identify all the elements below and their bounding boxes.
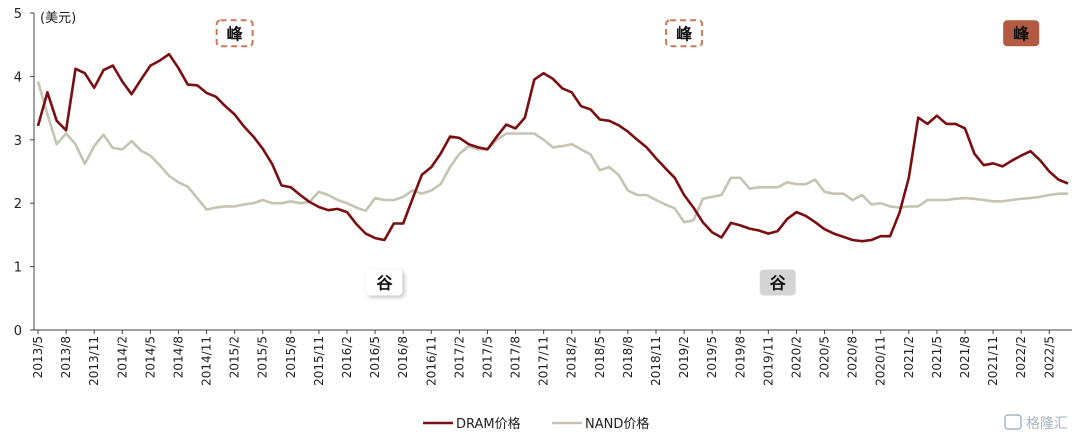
x-tick-label: 2017/2 (452, 336, 466, 378)
svg-text:格隆汇: 格隆汇 (1026, 416, 1068, 432)
x-tick-label: 2014/11 (200, 336, 214, 386)
x-tick-label: 2018/8 (621, 336, 635, 378)
y-axis-unit: (美元) (40, 11, 76, 26)
x-tick-label: 2018/5 (593, 336, 607, 378)
annotation-trough: 谷 (759, 269, 796, 296)
x-tick-label: 2013/11 (87, 336, 101, 386)
y-tick-label: 0 (14, 324, 22, 339)
x-tick-label: 2015/8 (284, 336, 298, 378)
x-tick-label: 2020/5 (818, 336, 832, 378)
x-tick-label: 2013/5 (31, 336, 45, 378)
series-line-nand (36, 81, 1068, 224)
x-tick-label: 2021/11 (986, 336, 1000, 386)
x-tick-label: 2014/5 (143, 336, 157, 378)
x-tick-label: 2019/11 (761, 336, 775, 386)
annotation-label: 峰 (676, 24, 693, 43)
annotation-label: 峰 (1013, 24, 1030, 43)
annotation-label: 谷 (770, 273, 787, 292)
legend-item-nand: NAND价格 (552, 416, 649, 432)
y-tick-label: 1 (14, 261, 22, 276)
x-tick-label: 2020/8 (846, 336, 860, 378)
x-tick-label: 2019/2 (677, 336, 691, 378)
x-tick-label: 2021/5 (930, 336, 944, 378)
legend-label: DRAM价格 (456, 416, 521, 432)
y-tick-label: 2 (14, 197, 22, 212)
x-tick-label: 2021/8 (958, 336, 972, 378)
x-tick-label: 2019/8 (733, 336, 747, 378)
x-tick-label: 2016/2 (340, 336, 354, 378)
x-tick-label: 2018/11 (649, 336, 663, 386)
annotation-peak: 峰 (215, 19, 254, 48)
x-tick-label: 2014/2 (115, 336, 129, 378)
x-tick-label: 2019/5 (705, 336, 719, 378)
x-tick-label: 2016/11 (424, 336, 438, 386)
x-tick-label: 2015/11 (312, 336, 326, 386)
x-tick-label: 2017/8 (509, 336, 523, 378)
x-tick-label: 2021/2 (902, 336, 916, 378)
legend-label: NAND价格 (585, 416, 649, 432)
x-tick-label: 2016/5 (368, 336, 382, 378)
x-tick-label: 2020/11 (874, 336, 888, 386)
x-tick-label: 2015/5 (256, 336, 270, 378)
annotation-label: 谷 (376, 273, 393, 292)
x-tick-label: 2014/8 (171, 336, 185, 378)
x-tick-label: 2018/2 (565, 336, 579, 378)
x-tick-label: 2020/2 (789, 336, 803, 378)
annotation-peak: 峰 (1003, 20, 1040, 47)
annotation-trough: 谷 (366, 269, 403, 296)
x-tick-label: 2013/8 (59, 336, 73, 378)
watermark-logo-icon (1004, 414, 1022, 430)
annotation-label: 峰 (227, 24, 244, 43)
y-tick-label: 3 (14, 134, 22, 149)
series-line-dram (36, 52, 1069, 243)
x-tick-label: 2022/2 (1014, 336, 1028, 378)
x-tick-label: 2022/5 (1042, 336, 1056, 378)
x-tick-label: 2016/8 (396, 336, 410, 378)
watermark: 格隆汇 (1004, 414, 1068, 432)
legend-item-dram: DRAM价格 (423, 416, 521, 432)
legend: DRAM价格 NAND价格 (423, 416, 649, 432)
x-tick-label: 2017/5 (480, 336, 494, 378)
y-tick-label: 4 (14, 70, 22, 85)
x-tick-label: 2017/11 (537, 336, 551, 386)
y-tick-label: 5 (14, 7, 22, 22)
x-tick-label: 2015/2 (228, 336, 242, 378)
annotation-peak: 峰 (665, 19, 704, 48)
